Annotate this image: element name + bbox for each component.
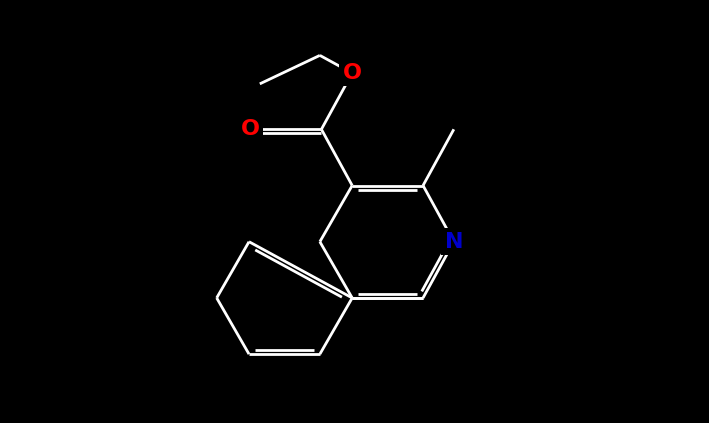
Text: O: O bbox=[241, 119, 260, 139]
Text: O: O bbox=[342, 63, 362, 83]
Text: N: N bbox=[445, 232, 463, 252]
